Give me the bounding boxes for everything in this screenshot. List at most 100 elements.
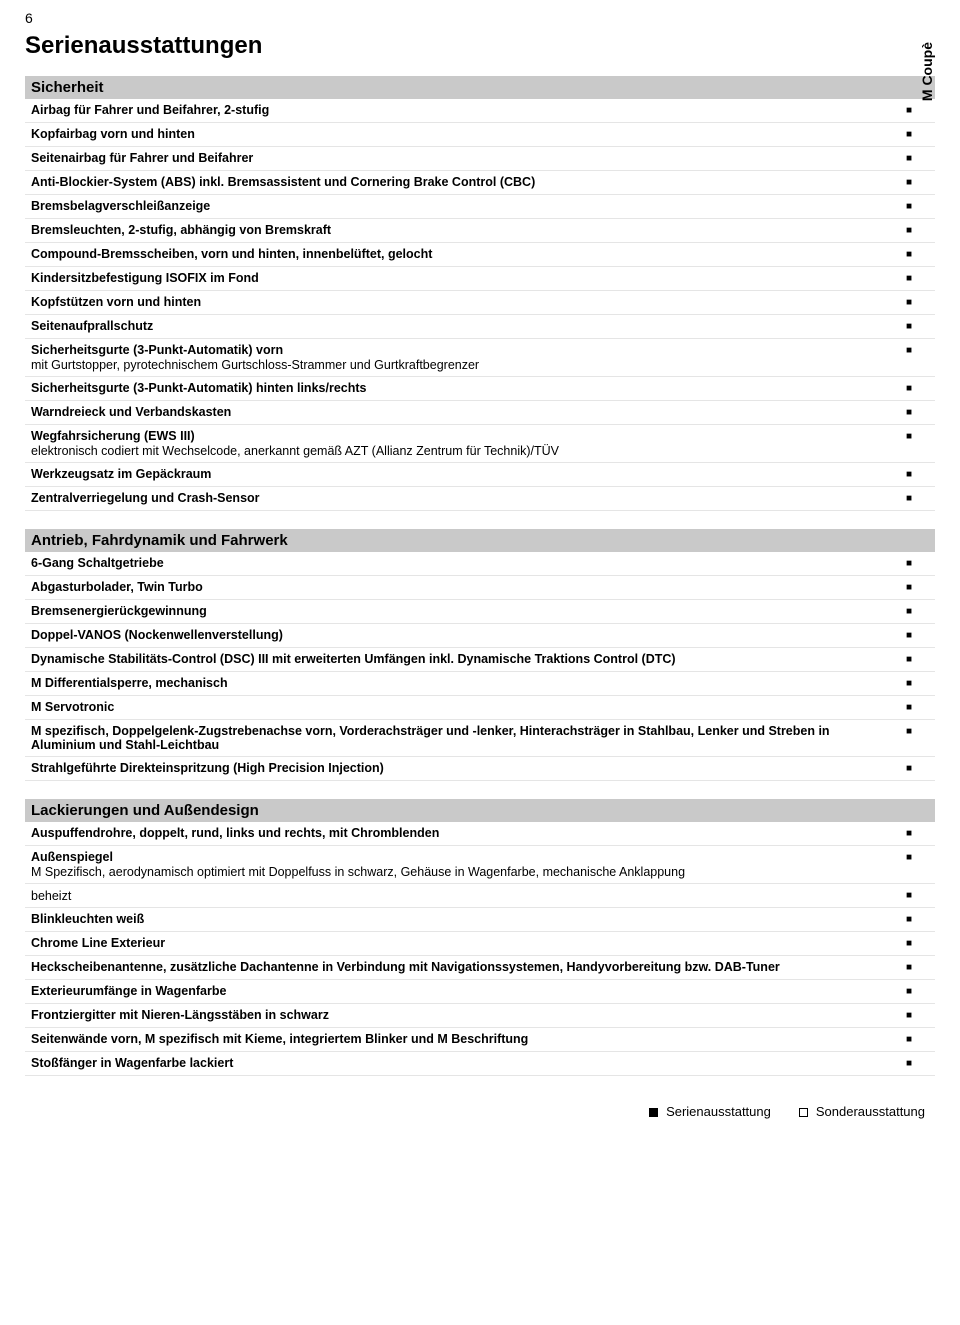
row-label: Sicherheitsgurte (3-Punkt-Automatik) hin… xyxy=(31,381,889,395)
standard-mark: ■ xyxy=(889,1008,929,1023)
table-row: Seitenairbag für Fahrer und Beifahrer■ xyxy=(25,147,935,171)
standard-mark: ■ xyxy=(889,850,929,865)
standard-mark: ■ xyxy=(889,103,929,118)
table-row: Zentralverriegelung und Crash-Sensor■ xyxy=(25,487,935,511)
standard-mark: ■ xyxy=(889,151,929,166)
standard-mark: ■ xyxy=(889,381,929,396)
page-number: 6 xyxy=(25,10,935,26)
table-row: Airbag für Fahrer und Beifahrer, 2-stufi… xyxy=(25,99,935,123)
table-row: Wegfahrsicherung (EWS III)elektronisch c… xyxy=(25,425,935,463)
table-row: M Servotronic■ xyxy=(25,696,935,720)
row-label: Zentralverriegelung und Crash-Sensor xyxy=(31,491,889,505)
row-label: Kopfstützen vorn und hinten xyxy=(31,295,889,309)
standard-mark: ■ xyxy=(889,888,929,903)
row-label: Werkzeugsatz im Gepäckraum xyxy=(31,467,889,481)
row-label: Warndreieck und Verbandskasten xyxy=(31,405,889,419)
standard-mark: ■ xyxy=(889,199,929,214)
standard-mark: ■ xyxy=(889,984,929,999)
legend-standard: Serienausstattung xyxy=(649,1104,771,1119)
standard-mark: ■ xyxy=(889,1056,929,1071)
table-row: Warndreieck und Verbandskasten■ xyxy=(25,401,935,425)
standard-mark: ■ xyxy=(889,127,929,142)
table-row: beheizt■ xyxy=(25,884,935,908)
legend-optional: Sonderausstattung xyxy=(799,1104,925,1119)
standard-mark: ■ xyxy=(889,556,929,571)
table-row: Bremsenergierückgewinnung■ xyxy=(25,600,935,624)
row-label: Stoßfänger in Wagenfarbe lackiert xyxy=(31,1056,889,1070)
table-row: Sicherheitsgurte (3-Punkt-Automatik) hin… xyxy=(25,377,935,401)
table-row: Bremsbelagverschleißanzeige■ xyxy=(25,195,935,219)
standard-mark: ■ xyxy=(889,761,929,776)
standard-mark: ■ xyxy=(889,223,929,238)
row-label: Blinkleuchten weiß xyxy=(31,912,889,926)
table-row: Kindersitzbefestigung ISOFIX im Fond■ xyxy=(25,267,935,291)
row-label: AußenspiegelM Spezifisch, aerodynamisch … xyxy=(31,850,889,879)
standard-mark: ■ xyxy=(889,271,929,286)
row-label: Kopfairbag vorn und hinten xyxy=(31,127,889,141)
table-row: AußenspiegelM Spezifisch, aerodynamisch … xyxy=(25,846,935,884)
table-row: Abgasturbolader, Twin Turbo■ xyxy=(25,576,935,600)
standard-mark: ■ xyxy=(889,429,929,444)
row-label: Dynamische Stabilitäts-Control (DSC) III… xyxy=(31,652,889,666)
standard-mark: ■ xyxy=(889,295,929,310)
row-label: Seitenairbag für Fahrer und Beifahrer xyxy=(31,151,889,165)
table-row: Kopfstützen vorn und hinten■ xyxy=(25,291,935,315)
table-row: Blinkleuchten weiß■ xyxy=(25,908,935,932)
row-label: Heckscheibenantenne, zusätzliche Dachant… xyxy=(31,960,889,974)
page-title: Serienausstattungen xyxy=(25,32,935,60)
row-label: Compound-Bremsscheiben, vorn und hinten,… xyxy=(31,247,889,261)
table-row: Werkzeugsatz im Gepäckraum■ xyxy=(25,463,935,487)
table-row: M Differentialsperre, mechanisch■ xyxy=(25,672,935,696)
row-label: Bremsenergierückgewinnung xyxy=(31,604,889,618)
standard-mark: ■ xyxy=(889,247,929,262)
standard-mark: ■ xyxy=(889,467,929,482)
section-header: Lackierungen und Außendesign xyxy=(25,799,935,822)
row-label: Bremsbelagverschleißanzeige xyxy=(31,199,889,213)
row-label: Doppel-VANOS (Nockenwellenverstellung) xyxy=(31,628,889,642)
standard-mark: ■ xyxy=(889,175,929,190)
row-label: Kindersitzbefestigung ISOFIX im Fond xyxy=(31,271,889,285)
row-label: beheizt xyxy=(31,888,889,903)
row-label: Strahlgeführte Direkteinspritzung (High … xyxy=(31,761,889,775)
row-label: Anti-Blockier-System (ABS) inkl. Bremsas… xyxy=(31,175,889,189)
standard-mark: ■ xyxy=(889,343,929,358)
section-header: Antrieb, Fahrdynamik und Fahrwerk xyxy=(25,529,935,552)
row-label: Abgasturbolader, Twin Turbo xyxy=(31,580,889,594)
section-header: Sicherheit xyxy=(25,76,935,99)
table-row: Strahlgeführte Direkteinspritzung (High … xyxy=(25,757,935,781)
table-row: Frontziergitter mit Nieren-Längsstäben i… xyxy=(25,1004,935,1028)
standard-mark: ■ xyxy=(889,960,929,975)
table-row: Seitenaufprallschutz■ xyxy=(25,315,935,339)
row-label: Frontziergitter mit Nieren-Längsstäben i… xyxy=(31,1008,889,1022)
table-row: Dynamische Stabilitäts-Control (DSC) III… xyxy=(25,648,935,672)
row-label: Seitenwände vorn, M spezifisch mit Kieme… xyxy=(31,1032,889,1046)
table-row: Chrome Line Exterieur■ xyxy=(25,932,935,956)
row-label: Bremsleuchten, 2-stufig, abhängig von Br… xyxy=(31,223,889,237)
table-row: Kopfairbag vorn und hinten■ xyxy=(25,123,935,147)
table-row: Stoßfänger in Wagenfarbe lackiert■ xyxy=(25,1052,935,1076)
table-row: Doppel-VANOS (Nockenwellenverstellung)■ xyxy=(25,624,935,648)
row-label: M Servotronic xyxy=(31,700,889,714)
standard-mark: ■ xyxy=(889,491,929,506)
row-label: Airbag für Fahrer und Beifahrer, 2-stufi… xyxy=(31,103,889,117)
row-label: Auspuffendrohre, doppelt, rund, links un… xyxy=(31,826,889,840)
standard-mark: ■ xyxy=(889,1032,929,1047)
standard-mark: ■ xyxy=(889,700,929,715)
table-row: Sicherheitsgurte (3-Punkt-Automatik) vor… xyxy=(25,339,935,377)
table-row: Bremsleuchten, 2-stufig, abhängig von Br… xyxy=(25,219,935,243)
standard-mark: ■ xyxy=(889,724,929,739)
standard-mark: ■ xyxy=(889,405,929,420)
row-label: M Differentialsperre, mechanisch xyxy=(31,676,889,690)
standard-mark: ■ xyxy=(889,604,929,619)
standard-mark: ■ xyxy=(889,580,929,595)
standard-mark: ■ xyxy=(889,826,929,841)
table-row: Compound-Bremsscheiben, vorn und hinten,… xyxy=(25,243,935,267)
standard-mark: ■ xyxy=(889,652,929,667)
standard-mark: ■ xyxy=(889,912,929,927)
row-label: M spezifisch, Doppelgelenk-Zugstrebenach… xyxy=(31,724,889,752)
row-label: Wegfahrsicherung (EWS III)elektronisch c… xyxy=(31,429,889,458)
row-label: Seitenaufprallschutz xyxy=(31,319,889,333)
table-row: Auspuffendrohre, doppelt, rund, links un… xyxy=(25,822,935,846)
table-row: Heckscheibenantenne, zusätzliche Dachant… xyxy=(25,956,935,980)
table-row: Anti-Blockier-System (ABS) inkl. Bremsas… xyxy=(25,171,935,195)
